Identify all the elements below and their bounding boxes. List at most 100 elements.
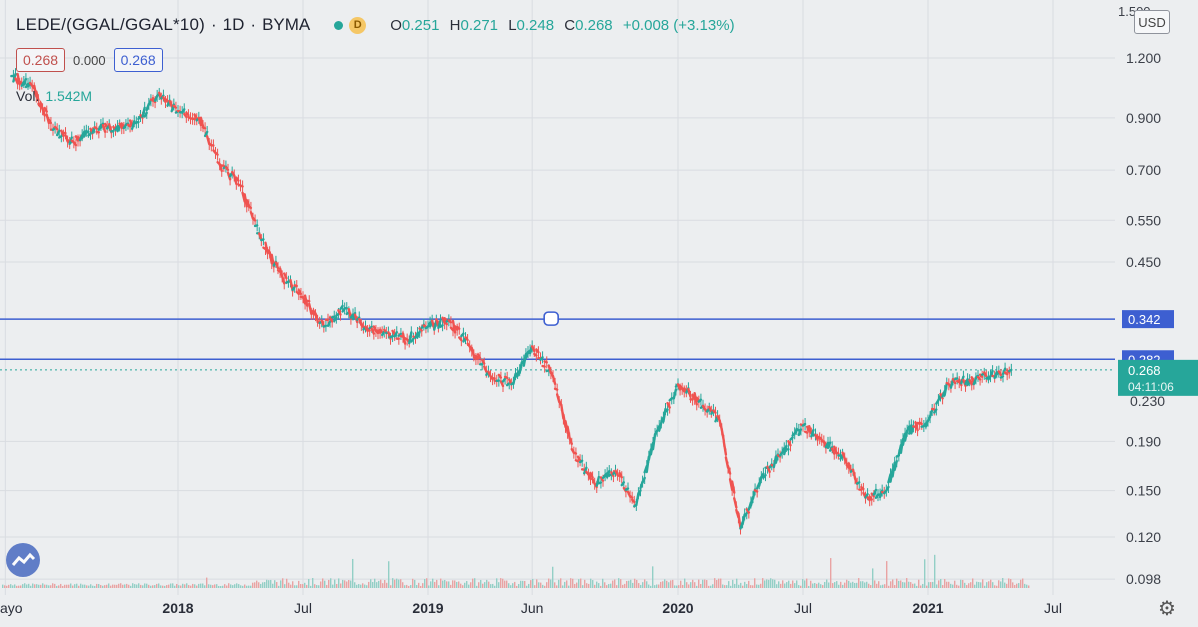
volume-bar [862, 581, 864, 588]
volume-bar [424, 579, 426, 588]
interval-label[interactable]: 1D [222, 15, 245, 34]
volume-bar [996, 585, 998, 588]
volume-bar [772, 579, 774, 588]
volume-bar [294, 585, 296, 588]
volume-bar [970, 582, 972, 588]
tradingview-logo-icon[interactable] [6, 543, 40, 577]
volume-bar [872, 568, 874, 588]
volume-bar [208, 584, 210, 588]
volume-bar [52, 583, 54, 588]
volume-bar [1016, 583, 1018, 588]
volume-value: 1.542M [45, 88, 93, 104]
volume-bar [384, 579, 386, 588]
volume-bar [980, 582, 982, 588]
volume-bar [296, 585, 298, 588]
volume-bar [616, 585, 618, 588]
volume-bar [808, 585, 810, 588]
volume-bar [196, 585, 198, 588]
volume-bar [50, 585, 52, 588]
volume-bar [320, 581, 322, 588]
volume-bar [184, 584, 186, 588]
volume-bar [354, 582, 356, 588]
change-value: +0.008 (+3.13%) [622, 16, 735, 34]
volume-bar [738, 584, 740, 588]
volume-bar [792, 580, 794, 588]
volume-bar [210, 584, 212, 588]
currency-button[interactable]: USD [1134, 10, 1170, 34]
volume-bar [198, 583, 200, 588]
volume-bar [274, 580, 276, 588]
volume-bar [468, 584, 470, 588]
volume-bar [406, 584, 408, 588]
volume-bar [540, 582, 542, 588]
volume-bar [584, 579, 586, 588]
volume-bar [924, 559, 926, 588]
volume-bar [636, 579, 638, 588]
volume-bar [128, 584, 130, 588]
volume-bar [60, 583, 62, 588]
volume-bar [670, 580, 672, 588]
volume-bar [900, 580, 902, 588]
volume-bar [686, 582, 688, 588]
buy-price-box[interactable]: 0.268 [113, 48, 163, 72]
volume-bar [534, 585, 536, 588]
volume-bar [842, 584, 844, 588]
gear-icon[interactable]: ⚙ [1158, 598, 1176, 620]
volume-bar [428, 585, 430, 588]
volume-bar [362, 583, 364, 588]
volume-bar [304, 582, 306, 588]
volume-bar [550, 579, 552, 588]
volume-bar [400, 579, 402, 588]
volume-bar [580, 578, 582, 588]
volume-bar [988, 581, 990, 588]
volume-bar [888, 585, 890, 588]
volume-bar [496, 578, 498, 588]
volume-bar [216, 584, 218, 588]
volume-bar [968, 583, 970, 588]
volume-bar [546, 582, 548, 588]
volume-bar [532, 578, 534, 588]
volume-bar [606, 585, 608, 588]
volume-bar [370, 579, 372, 588]
volume-bar [388, 561, 390, 588]
ohlc-values: O0.251 H0.271 L0.248 C0.268 +0.008 (+3.1… [390, 16, 735, 34]
price-boxes-row: 0.268 0.000 0.268 [16, 48, 163, 72]
volume-bar [782, 580, 784, 588]
volume-bar [486, 579, 488, 588]
volume-bar [632, 582, 634, 588]
volume-bar [214, 584, 216, 588]
volume-bar [910, 582, 912, 588]
volume-bar [232, 585, 234, 588]
volume-bar [602, 578, 604, 588]
volume-bar [324, 580, 326, 588]
volume-bar [156, 583, 158, 588]
volume-bar [1014, 585, 1016, 588]
volume-bar [754, 578, 756, 588]
volume-bar [774, 579, 776, 588]
volume-bar [160, 585, 162, 588]
volume-bar [726, 585, 728, 588]
volume-bar [524, 580, 526, 588]
sell-price-box[interactable]: 0.268 [16, 48, 66, 72]
volume-bar [708, 585, 710, 588]
volume-bar [918, 579, 920, 588]
volume-bar [164, 585, 166, 588]
volume-bar [648, 584, 650, 588]
volume-bar [374, 578, 376, 588]
volume-bar [696, 585, 698, 588]
volume-bar [896, 578, 898, 588]
x-tick-label: Jun [521, 600, 544, 616]
volume-bar [878, 581, 880, 588]
volume-bar [490, 584, 492, 588]
volume-bar [442, 580, 444, 588]
volume-bar [640, 584, 642, 588]
symbol-title[interactable]: LEDE/(GGAL/GGAL*10) [16, 15, 205, 34]
volume-bar [528, 583, 530, 588]
volume-bar [592, 580, 594, 588]
volume-bar [650, 585, 652, 588]
volume-bar [14, 584, 16, 588]
volume-bar [682, 584, 684, 588]
last-price-label-bg [1118, 359, 1198, 396]
